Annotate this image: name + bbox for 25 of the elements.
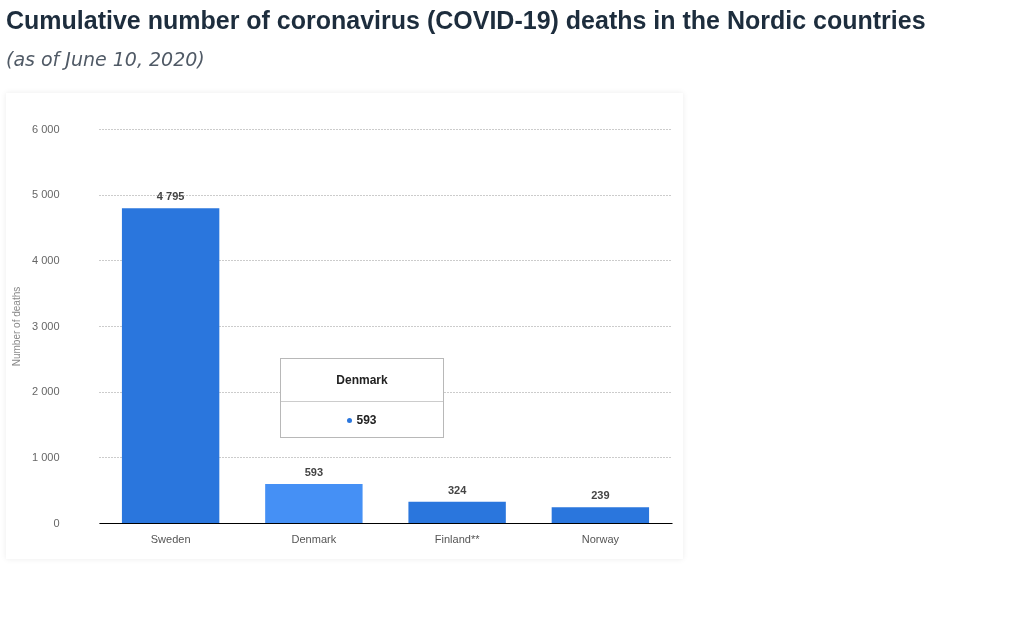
x-tick-label: Norway	[581, 532, 620, 545]
y-tick-label: 3 000	[31, 319, 60, 332]
y-axis-title: Number of deaths	[10, 286, 22, 367]
y-tick-label: 2 000	[31, 385, 60, 398]
y-tick-label: 6 000	[31, 122, 60, 135]
x-tick-label: Finland**	[434, 532, 481, 545]
data-label: 4 795	[156, 190, 185, 203]
data-label: 239	[591, 489, 610, 502]
bar	[408, 501, 506, 523]
tooltip-box: Denmark 593	[280, 358, 444, 438]
data-label: 324	[447, 483, 468, 496]
x-tick-label: Sweden	[150, 532, 191, 545]
x-tick-label: Denmark	[291, 532, 337, 545]
data-label: 593	[304, 466, 324, 479]
chart-title: Cumulative number of coronavirus (COVID-19) deaths in the Nordic countries	[6, 6, 926, 35]
bar	[265, 484, 363, 523]
annotation: 593	[356, 413, 377, 427]
chart-subtitle: (as of June 10, 2020)	[6, 48, 205, 70]
annotation: Denmark	[281, 359, 443, 402]
bar	[121, 208, 220, 523]
y-tick-label: 1 000	[31, 450, 60, 463]
y-tick-label: 5 000	[31, 188, 60, 201]
y-tick-label: 4 000	[31, 253, 60, 266]
y-tick-label: 0	[53, 516, 60, 529]
bar	[551, 507, 650, 523]
